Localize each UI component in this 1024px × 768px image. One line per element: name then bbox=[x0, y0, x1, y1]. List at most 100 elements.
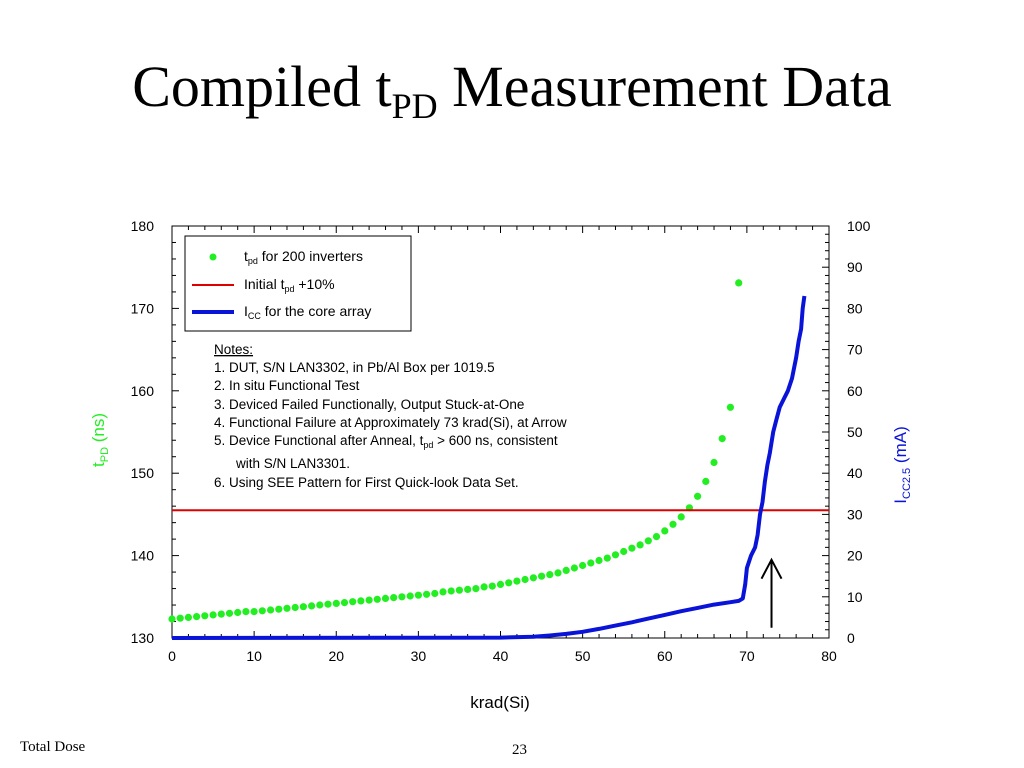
tpd-point bbox=[447, 587, 455, 595]
y-right-tick-label: 80 bbox=[847, 300, 863, 316]
tpd-point bbox=[201, 612, 209, 620]
title-main: Compiled t bbox=[132, 54, 392, 119]
tpd-point bbox=[431, 589, 439, 598]
y-right-tick-label: 60 bbox=[847, 383, 863, 399]
slide-title: Compiled tPD Measurement Data bbox=[0, 58, 1024, 126]
x-tick-label: 30 bbox=[411, 648, 427, 664]
tpd-point bbox=[283, 604, 291, 612]
legend-icc-sub: CC bbox=[248, 311, 261, 321]
tpd-point bbox=[702, 477, 710, 485]
tpd-point bbox=[406, 592, 414, 600]
tick-labels: 0 10 20 30 40 50 60 70 80 130 140 150 160 170 180 0 10 20… bbox=[131, 218, 871, 664]
y-right-tick-label: 10 bbox=[847, 589, 863, 605]
legend-limit-sub: pd bbox=[284, 284, 294, 294]
tpd-point bbox=[472, 585, 480, 593]
y-right-label-main: I bbox=[891, 499, 910, 504]
legend-tpd-sub: pd bbox=[248, 256, 258, 266]
note-line-5-sub: pd bbox=[423, 440, 433, 450]
x-tick-label: 20 bbox=[328, 648, 344, 664]
tpd-point bbox=[505, 579, 513, 587]
tpd-point bbox=[168, 615, 176, 623]
y-left-label-main: t bbox=[89, 462, 108, 467]
notes: Notes: 1. DUT, S/N LAN3302, in Pb/Al Box… bbox=[214, 342, 567, 490]
x-tick-label: 80 bbox=[821, 648, 837, 664]
y-left-tick-label: 180 bbox=[131, 218, 155, 234]
y-right-tick-label: 30 bbox=[847, 506, 863, 522]
y-left-tick-label: 160 bbox=[131, 383, 155, 399]
x-tick-label: 60 bbox=[657, 648, 673, 664]
note-line-6: 6. Using SEE Pattern for First Quick-loo… bbox=[214, 475, 519, 490]
tpd-point bbox=[316, 601, 324, 609]
y-right-label-rest: (mA) bbox=[891, 426, 910, 468]
y-left-axis-title: tPD (ns) bbox=[89, 413, 111, 467]
tpd-point bbox=[661, 527, 669, 535]
x-tick-label: 40 bbox=[493, 648, 509, 664]
y-right-axis-title: ICC2.5 (mA) bbox=[891, 426, 913, 503]
tpd-point bbox=[620, 547, 628, 556]
tpd-point bbox=[267, 606, 275, 614]
tpd-point bbox=[570, 564, 579, 572]
tpd-point bbox=[480, 583, 488, 591]
y-right-label-sub: CC2.5 bbox=[901, 468, 913, 499]
tpd-point bbox=[299, 603, 307, 611]
y-right-tick-label: 0 bbox=[847, 630, 855, 646]
x-tick-label: 10 bbox=[246, 648, 262, 664]
title-subscript: PD bbox=[391, 86, 438, 126]
tpd-point bbox=[225, 609, 234, 617]
tpd-point bbox=[242, 608, 250, 616]
tpd-point bbox=[340, 599, 349, 607]
tpd-point bbox=[546, 571, 554, 579]
note-line-5-post: > 600 ns, consistent bbox=[433, 433, 557, 448]
title-rest: Measurement Data bbox=[437, 54, 892, 119]
y-left-label-rest: (ns) bbox=[89, 413, 108, 447]
notes-heading: Notes: bbox=[214, 342, 253, 357]
tpd-point bbox=[611, 551, 620, 559]
tpd-point bbox=[308, 602, 316, 610]
y-left-tick-label: 130 bbox=[131, 630, 155, 646]
tpd-point bbox=[735, 279, 743, 287]
note-line-5: 5. Device Functional after Anneal, tpd >… bbox=[214, 433, 558, 450]
tpd-point bbox=[250, 608, 258, 616]
y-left-tick-label: 140 bbox=[131, 548, 155, 564]
failure-arrow-head bbox=[760, 557, 783, 580]
tpd-point bbox=[414, 591, 422, 599]
tpd-point bbox=[718, 435, 726, 443]
tpd-point bbox=[603, 554, 611, 562]
footer-label: Total Dose bbox=[20, 739, 86, 755]
legend-tpd-label: tpd for 200 inverters bbox=[244, 248, 363, 266]
tpd-point bbox=[595, 556, 603, 565]
tpd-point bbox=[496, 580, 505, 589]
y-left-tick-label: 170 bbox=[131, 300, 155, 316]
legend-limit-rest: +10% bbox=[294, 276, 334, 292]
legend-box bbox=[184, 235, 412, 332]
y-right-tick-label: 100 bbox=[847, 218, 871, 234]
icc-line bbox=[171, 295, 807, 640]
x-axis-title: krad(Si) bbox=[470, 693, 530, 712]
tpd-point bbox=[439, 588, 447, 596]
tpd-point bbox=[234, 608, 242, 617]
tpd-point bbox=[636, 541, 644, 549]
tpd-point bbox=[562, 566, 570, 575]
tpd-point bbox=[488, 582, 496, 590]
y-right-tick-label: 50 bbox=[847, 424, 863, 440]
tpd-point bbox=[275, 605, 283, 613]
tpd-point bbox=[529, 574, 538, 582]
series-layer bbox=[168, 279, 829, 640]
tpd-point bbox=[217, 610, 225, 618]
tpd-point bbox=[538, 572, 546, 580]
legend-tpd-main: t bbox=[244, 248, 248, 264]
legend: tpd for 200 inverters Initial tpd +10% I… bbox=[184, 235, 412, 332]
tpd-point bbox=[554, 569, 562, 577]
tpd-point bbox=[587, 559, 595, 567]
tpd-point bbox=[390, 594, 398, 602]
y-left-label-sub: PD bbox=[99, 447, 111, 462]
note-line-4: 4. Functional Failure at Approximately 7… bbox=[214, 415, 567, 430]
tpd-point bbox=[365, 596, 373, 604]
tpd-point bbox=[726, 403, 735, 411]
tpd-point bbox=[184, 613, 192, 622]
x-tick-label: 0 bbox=[168, 648, 176, 664]
x-tick-label: 50 bbox=[575, 648, 591, 664]
page-number: 23 bbox=[512, 742, 527, 758]
tpd-point bbox=[324, 600, 332, 608]
